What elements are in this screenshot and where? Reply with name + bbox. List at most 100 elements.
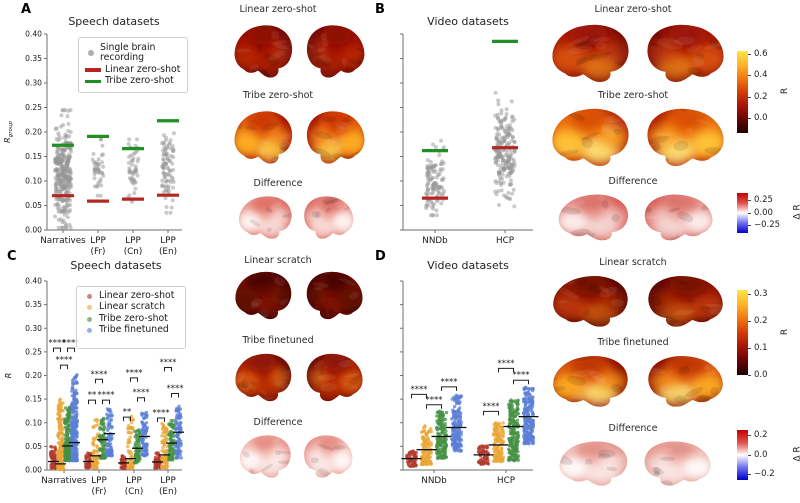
- brain-row-title: Tribe zero-shot: [242, 90, 314, 101]
- brain-shape: [558, 194, 629, 241]
- gyrus-texture: [558, 194, 579, 202]
- y-tick-label: 0.15: [25, 395, 42, 404]
- recording-dot: [504, 107, 509, 112]
- y-axis-label: R: [3, 373, 13, 379]
- brain-surface-map: [235, 271, 292, 320]
- x-tick-label: LPP: [90, 236, 106, 246]
- green-line-marker: [85, 79, 101, 84]
- score-dot: [420, 455, 424, 459]
- gyrus-texture: [274, 380, 290, 389]
- legend-item-linear-zero-shot: Linear zero-shot: [83, 290, 178, 301]
- score-dot: [53, 454, 57, 458]
- gyrus-texture: [270, 42, 289, 50]
- score-dot: [454, 393, 459, 398]
- recording-dot: [60, 199, 65, 204]
- colorbar-tick-label: 0.4: [754, 70, 768, 81]
- gyrus-texture: [598, 286, 610, 293]
- score-dot: [75, 442, 79, 446]
- y-tick-label: 0.40: [25, 30, 42, 39]
- gyrus-texture: [592, 375, 607, 384]
- score-dot: [435, 428, 439, 432]
- score-dot: [167, 433, 171, 437]
- recording-dot: [135, 137, 139, 142]
- y-tick-label: 0.10: [25, 177, 42, 186]
- recording-dot: [493, 90, 498, 95]
- difference-colorbar: [737, 193, 748, 233]
- score-dot: [67, 412, 71, 416]
- gyrus-texture: [305, 460, 318, 468]
- recording-dot: [53, 167, 58, 172]
- score-dot: [109, 417, 113, 421]
- recording-dot: [161, 171, 166, 176]
- x-tick-label: NNDb: [422, 236, 448, 246]
- gyrus-texture: [234, 48, 251, 53]
- score-dot: [423, 458, 428, 463]
- score-dot: [511, 441, 515, 445]
- score-dot: [141, 438, 145, 443]
- activation-spot: [331, 450, 353, 472]
- score-dot: [444, 444, 449, 448]
- score-dot: [49, 453, 53, 457]
- gyrus-texture: [250, 298, 263, 307]
- gyrus-texture: [654, 132, 676, 137]
- recording-dot: [431, 202, 436, 207]
- score-dot: [514, 442, 518, 447]
- recording-dot: [508, 148, 513, 153]
- gyrus-texture: [325, 207, 332, 213]
- score-dot: [529, 408, 533, 413]
- recording-dot: [497, 151, 502, 156]
- brain-surface-map: [304, 435, 353, 478]
- gyrus-texture: [695, 395, 710, 404]
- score-dot: [420, 430, 424, 434]
- gyrus-texture: [250, 219, 261, 227]
- recording-dot: [426, 174, 431, 178]
- activation-spot: [600, 42, 628, 65]
- brain-surface-map: [306, 25, 365, 78]
- score-dot: [508, 403, 512, 407]
- recording-dot: [499, 182, 503, 187]
- panel-c-brain-maps: Linear scratch Tribe finetuned Difference: [192, 255, 400, 503]
- score-dot: [63, 406, 68, 410]
- gyrus-texture: [235, 386, 237, 394]
- brain-row-title: Difference: [253, 178, 303, 189]
- score-dot: [106, 428, 110, 432]
- recording-dot: [163, 162, 168, 167]
- gyrus-texture: [235, 372, 245, 384]
- brain-surface-map: [558, 194, 629, 241]
- recording-dot: [496, 189, 501, 194]
- recording-dot: [56, 225, 61, 230]
- gyrus-texture: [595, 41, 607, 50]
- score-dot: [456, 398, 460, 402]
- score-dot: [162, 442, 166, 447]
- gyrus-texture: [673, 309, 695, 316]
- score-dot: [73, 449, 78, 453]
- gyrus-texture: [681, 385, 691, 392]
- gyrus-texture: [664, 478, 687, 484]
- score-dot: [458, 437, 463, 441]
- score-dot: [424, 432, 428, 436]
- activation-spot: [331, 211, 354, 233]
- recording-dot: [438, 169, 443, 174]
- score-dot: [530, 399, 535, 403]
- gyrus-texture: [244, 380, 253, 388]
- gyrus-texture: [322, 196, 338, 204]
- gyrus-texture: [270, 468, 277, 473]
- score-dot: [500, 458, 504, 462]
- brain-row-title: Tribe zero-shot: [597, 90, 669, 101]
- score-dot: [500, 449, 504, 454]
- legend-item-linear-scratch: Linear scratch: [83, 301, 178, 312]
- recording-dot: [100, 171, 105, 175]
- score-dot: [507, 458, 511, 463]
- brain-shape: [648, 276, 723, 327]
- gyrus-texture: [261, 463, 273, 472]
- score-dot: [441, 413, 445, 418]
- recording-dot: [56, 174, 61, 178]
- score-dot: [160, 456, 165, 460]
- gyrus-texture: [599, 286, 618, 298]
- gyrus-texture: [644, 215, 658, 219]
- score-dot: [425, 452, 429, 457]
- colorbar-tick-label: 0.6: [754, 48, 768, 59]
- colorbar-tick: [748, 199, 751, 201]
- recording-dot: [170, 198, 175, 203]
